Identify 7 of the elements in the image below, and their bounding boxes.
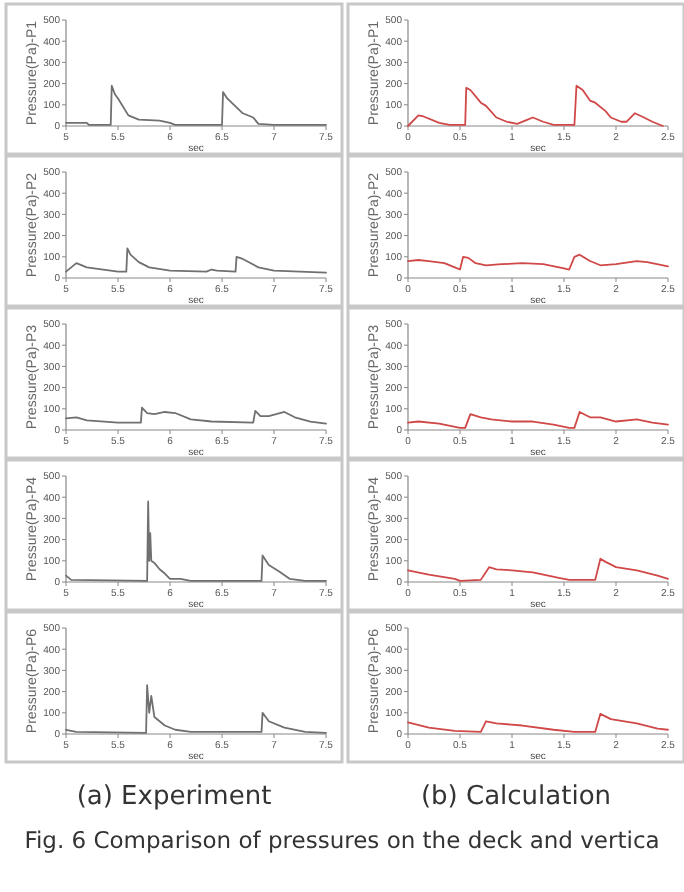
text: (a) Experiment [76,782,272,812]
caption: Fig. 6 Comparison of pressures on the deck and vertica [24,826,660,854]
line-series [65,247,327,274]
line-series [65,406,327,425]
line-series [407,84,664,127]
text: (b) Calculation [420,782,612,812]
line-series [407,253,669,271]
